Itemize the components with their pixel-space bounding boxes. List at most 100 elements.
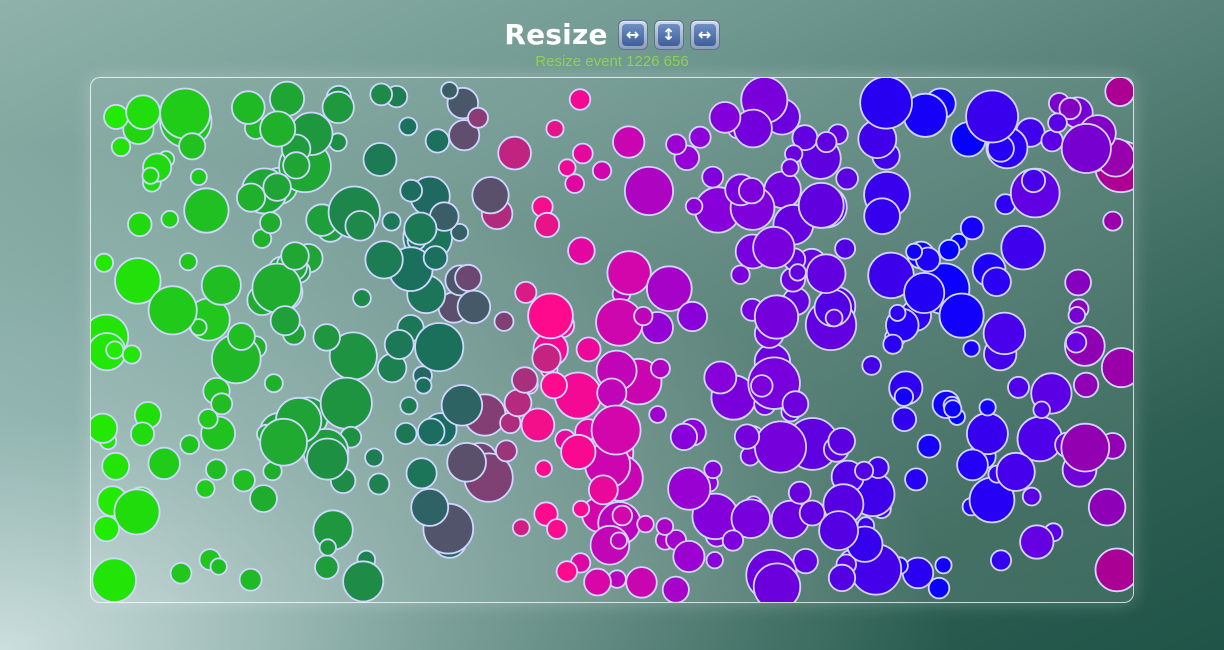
bubble (1100, 347, 1133, 389)
bubble (169, 561, 193, 585)
bubble (730, 264, 751, 285)
bubble (557, 158, 577, 177)
bubble (92, 515, 121, 543)
bubble (205, 458, 228, 481)
bubble (312, 323, 341, 352)
bubble (344, 210, 376, 242)
bubble (105, 340, 125, 360)
bubble (733, 423, 761, 450)
bubble (703, 360, 738, 395)
bubble (752, 225, 796, 270)
bubble (159, 87, 211, 140)
bubble (560, 433, 597, 471)
bubble (688, 125, 712, 149)
bubble (590, 404, 642, 456)
bubble (1040, 129, 1064, 153)
bubble (1064, 268, 1092, 297)
bubble (587, 474, 619, 506)
bubble (827, 427, 856, 456)
bubble-canvas-panel[interactable] (90, 77, 1134, 603)
bubble (956, 448, 989, 482)
bubble (854, 460, 875, 481)
bubble (916, 433, 942, 459)
bubble (405, 457, 438, 490)
bubble (934, 556, 953, 575)
bubble (861, 355, 882, 376)
bubble (564, 173, 586, 194)
bubble (827, 563, 857, 592)
bubble (824, 308, 844, 328)
bubble (125, 94, 161, 131)
bubble (282, 151, 311, 180)
bubble (730, 498, 771, 539)
bubble (91, 557, 137, 602)
bubble (399, 396, 419, 416)
bubble (1000, 224, 1046, 271)
bubble (114, 257, 162, 305)
bubble (938, 238, 961, 262)
bubble (568, 88, 592, 111)
bubble (195, 478, 216, 499)
bubble (467, 106, 489, 129)
bubble (1021, 486, 1042, 507)
bubble (440, 81, 459, 100)
bubble (209, 557, 228, 576)
bubble (721, 529, 745, 552)
bubble (362, 142, 398, 177)
bubble (262, 172, 292, 202)
bubble (1021, 168, 1047, 194)
left-right-arrow-icon: ↔ (689, 19, 720, 50)
bubble (575, 336, 602, 363)
bubble (534, 211, 561, 238)
bubble (625, 566, 658, 599)
bubble (414, 376, 433, 395)
bubble (982, 311, 1027, 356)
up-down-arrow-icon: ↕ (653, 19, 684, 50)
bubble (414, 322, 465, 373)
bubble (263, 373, 284, 394)
bubble (891, 406, 918, 433)
bubble (905, 242, 923, 261)
bubble (121, 344, 142, 365)
bubble (364, 447, 385, 468)
bubble-field (91, 78, 1133, 602)
bubble (1094, 547, 1133, 593)
bubble (319, 376, 373, 430)
bubble (417, 417, 446, 447)
title-row: Resize ↔ ↕ ↔ (504, 18, 720, 51)
bubble (160, 209, 180, 229)
bubble (410, 487, 450, 527)
bubble (494, 439, 518, 463)
bubble (527, 292, 574, 340)
bubble (636, 514, 655, 534)
bubble (183, 187, 230, 234)
bubble (280, 241, 310, 271)
resize-status-text: Resize event 1226 656 (535, 53, 689, 70)
bubble (235, 182, 266, 213)
bubble (471, 176, 510, 215)
bubble (520, 407, 556, 443)
bubble (750, 374, 774, 398)
bubble (342, 560, 385, 602)
bubble (93, 252, 115, 273)
bubble (753, 294, 800, 340)
bubble (314, 554, 340, 580)
bubble (251, 262, 303, 314)
bubble (238, 567, 263, 592)
bubble (179, 434, 200, 455)
bubble (1032, 400, 1051, 420)
bubble (103, 103, 130, 130)
bubble (130, 421, 156, 447)
bubble (815, 131, 838, 154)
bubble (178, 132, 207, 161)
bubble (665, 133, 688, 156)
bubble (669, 422, 699, 451)
bubble (705, 551, 724, 570)
bubble (231, 468, 256, 493)
bubble (318, 538, 337, 557)
bubble (1072, 371, 1100, 398)
bubble (611, 504, 634, 527)
bubble (943, 399, 963, 419)
bubble (147, 285, 198, 336)
bubble (141, 166, 160, 185)
